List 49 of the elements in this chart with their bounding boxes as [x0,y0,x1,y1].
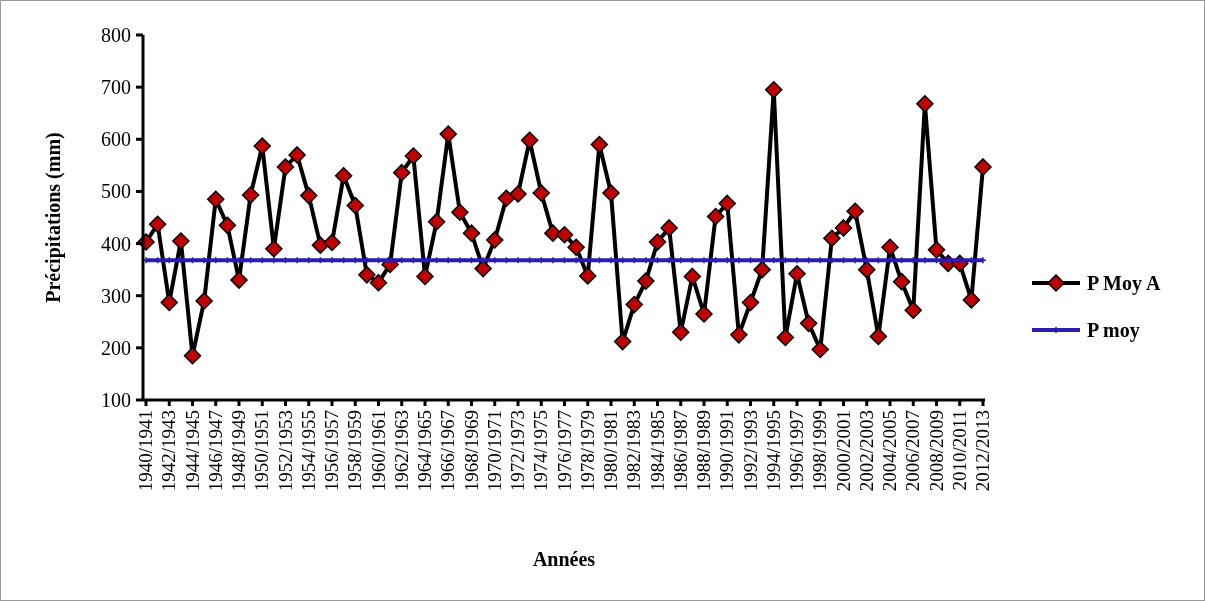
y-tick-label: 700 [101,76,131,99]
y-tick-label: 600 [101,128,131,151]
y-tick-label: 800 [101,24,131,46]
y-tick-label: 100 [101,389,131,411]
x-tick-label: 1964/1965 [414,410,435,492]
x-tick-label: 1956/1957 [321,410,342,492]
x-tick-label: 1960/1961 [367,410,389,492]
x-tick-label: 2012/2013 [972,410,993,492]
x-tick-label: 1992/1993 [739,410,761,492]
x-tick-label: 1996/1997 [786,410,807,492]
x-tick-label: 1976/1977 [553,410,575,492]
y-tick-label: 200 [101,336,131,359]
y-tick-label: 500 [101,180,131,203]
x-tick-label: 1970/1971 [483,410,505,492]
x-tick-label: 1982/1983 [623,410,645,492]
x-tick-label: 1966/1967 [437,410,459,492]
x-tick-label: 1972/1973 [507,410,528,492]
x-tick-label: 1940/1941 [135,410,156,492]
y-axis-title: Précipitations (mm) [42,132,65,303]
x-tick-label: 2000/2001 [832,410,854,492]
x-tick-label: 1990/1991 [716,410,738,492]
x-tick-label: 2002/2003 [855,410,877,492]
x-tick-label: 1980/1981 [600,410,621,492]
x-tick-label: 1946/1947 [204,410,226,492]
x-tick-label: 2004/2005 [879,410,900,492]
x-tick-label: 1958/1959 [344,410,366,492]
y-tick-label: 300 [101,284,131,307]
x-tick-label: 1968/1969 [460,410,482,492]
x-tick-label: 1994/1995 [762,410,784,492]
x-tick-label: 1962/1963 [390,410,412,492]
legend-label: P Moy A [1087,272,1161,295]
x-tick-label: 1984/1985 [646,410,668,492]
x-tick-label: 1948/1949 [228,410,249,492]
x-tick-label: 2010/2011 [948,410,970,491]
x-tick-label: 1974/1975 [530,410,552,492]
y-tick-label: 400 [101,232,131,255]
x-axis-title: Années [532,548,596,570]
legend-label: P moy [1087,319,1140,342]
x-tick-label: 1998/1999 [809,410,831,492]
x-tick-label: 1944/1945 [181,410,203,492]
x-tick-label: 1954/1955 [297,410,319,492]
x-tick-label: 1988/1989 [693,410,714,492]
x-tick-label: 1978/1979 [576,410,598,492]
x-tick-label: 1942/1943 [158,410,180,492]
x-tick-label: 1952/1953 [274,410,296,492]
x-tick-label: 2006/2007 [902,410,924,492]
x-tick-label: 2008/2009 [925,410,947,492]
x-tick-label: 1986/1987 [669,410,691,492]
x-tick-label: 1950/1951 [251,410,273,492]
